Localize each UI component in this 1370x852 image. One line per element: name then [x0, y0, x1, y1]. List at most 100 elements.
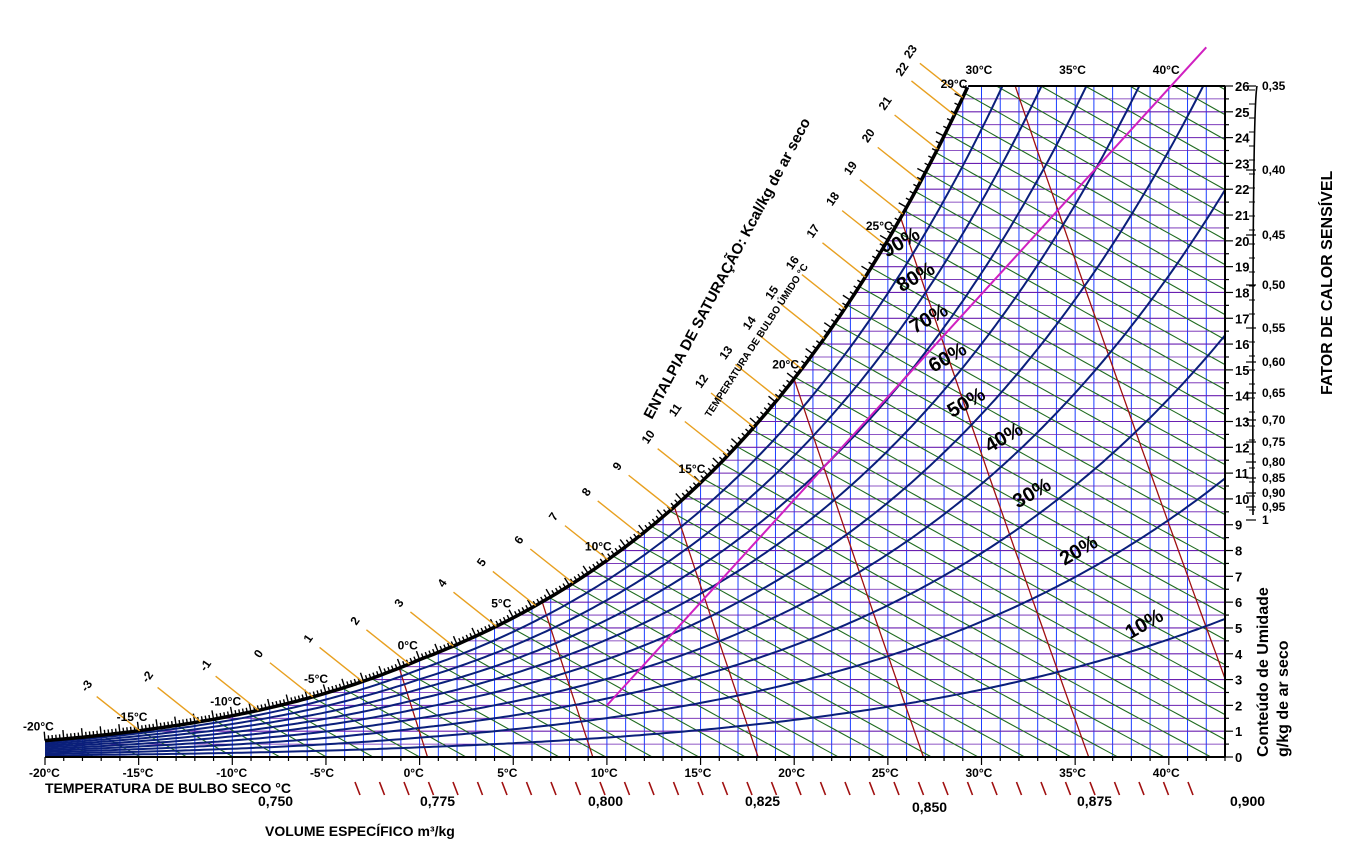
saturation-enthalpy-tick-label: 23 [901, 42, 920, 61]
specific-volume-tick-label: 0,900 [1230, 793, 1265, 809]
wet-bulb-tick-label: 29°C [941, 77, 968, 91]
saturation-hatch-tick [536, 598, 541, 604]
saturation-hatch-tick [540, 596, 544, 602]
saturation-hatch-tick [886, 230, 892, 235]
dry-bulb-top-tick-label: 30°C [966, 63, 993, 77]
saturation-hatch-tick [335, 684, 338, 690]
enthalpy-line [45, 86, 1225, 397]
humidity-tick-label: 25 [1235, 105, 1249, 120]
specific-volume-tick-label: 0,800 [588, 793, 623, 809]
saturation-hatch-tick [894, 217, 900, 222]
shf-axis-label: FATOR DE CALOR SENSÍVEL [1317, 170, 1336, 395]
saturation-hatch-tick [312, 691, 316, 697]
saturation-enthalpy-line [859, 179, 904, 215]
saturation-hatch-tick [458, 637, 462, 644]
saturation-enthalpy-line [657, 448, 701, 484]
humidity-tick-label: 24 [1235, 131, 1250, 146]
saturation-hatch-tick [294, 696, 297, 702]
saturation-hatch-tick [782, 384, 788, 389]
saturation-hatch-tick [741, 432, 746, 438]
saturation-enthalpy-line [215, 675, 259, 711]
saturation-hatch-tick [685, 489, 690, 494]
saturation-hatch-tick [718, 456, 724, 461]
saturation-enthalpy-line [597, 500, 642, 536]
saturation-hatch-tick [928, 155, 934, 159]
saturation-hatch-tick [439, 645, 443, 652]
saturation-hatch-tick [655, 515, 660, 521]
saturation-hatch-tick [219, 712, 222, 719]
saturation-hatch-tick [271, 701, 275, 708]
saturation-enthalpy-tick-label: 2 [347, 614, 362, 628]
rh-curve-50 [45, 86, 1217, 750]
saturation-enthalpy-line [564, 525, 609, 561]
saturation-hatch-tick [92, 730, 95, 737]
saturation-hatch-tick [711, 464, 717, 469]
saturation-enthalpy-tick-label: 13 [716, 343, 735, 362]
saturation-hatch-tick [730, 444, 735, 450]
saturation-enthalpy-line [734, 363, 779, 400]
enthalpy-line [45, 152, 1160, 757]
saturation-hatch-tick [582, 565, 589, 574]
saturation-hatch-tick [465, 634, 469, 640]
saturation-hatch-tick [111, 728, 114, 735]
saturation-hatch-tick [830, 319, 836, 323]
specific-volume-scale-mark [770, 781, 778, 796]
specific-volume-scale-mark [1015, 781, 1023, 796]
specific-volume-line [1014, 86, 1225, 757]
saturation-hatch-tick [155, 719, 159, 729]
specific-volume-scale-mark [795, 781, 802, 796]
specific-volume-line [221, 86, 429, 757]
saturation-hatch-tick [443, 644, 447, 650]
saturation-hatch-tick [868, 261, 874, 266]
saturation-hatch-tick [103, 729, 106, 735]
saturation-hatch-tick [849, 291, 855, 296]
saturation-hatch-tick [916, 176, 922, 181]
saturation-hatch-tick [320, 689, 323, 695]
saturation-hatch-tick [545, 588, 552, 598]
saturation-hatch-tick [834, 313, 840, 318]
saturation-hatch-tick [170, 721, 174, 727]
shf-tick-label: 0,35 [1262, 79, 1286, 93]
saturation-hatch-tick [551, 590, 556, 596]
saturation-hatch-tick [521, 607, 526, 613]
humidity-tick-label: 21 [1235, 208, 1249, 223]
saturation-hatch-tick [446, 642, 451, 648]
enthalpy-line [45, 86, 1225, 757]
saturation-hatch-tick [857, 279, 863, 284]
saturation-enthalpy-tick-label: 3 [391, 596, 406, 610]
saturation-hatch-tick [935, 131, 945, 137]
saturation-hatch-tick [331, 685, 335, 692]
shf-tick-label: 0,75 [1262, 435, 1286, 449]
specific-volume-tick-label: 0,825 [745, 793, 780, 809]
specific-volume-tick-label: 0,775 [420, 793, 455, 809]
rh-curve-30 [45, 334, 1225, 754]
dry-bulb-tick-label: 5°C [497, 766, 517, 780]
saturation-enthalpy-line [822, 242, 866, 278]
dry-bulb-tick-label: 20°C [778, 766, 805, 780]
specific-volume-scale-mark [452, 781, 459, 796]
saturation-hatch-tick [338, 683, 342, 689]
saturation-hatch-tick [327, 687, 331, 693]
saturation-hatch-tick [245, 707, 248, 713]
enthalpy-line [45, 257, 973, 757]
saturation-hatch-tick [487, 624, 492, 630]
saturation-hatch-tick [420, 653, 425, 659]
saturation-hatch-tick [595, 561, 600, 567]
saturation-enthalpy-tick-label: 11 [666, 401, 685, 420]
humidity-tick-label: 6 [1235, 595, 1242, 610]
saturation-hatch-tick [517, 609, 522, 615]
humidity-tick-label: 5 [1235, 621, 1242, 636]
specific-volume-scale-mark [1040, 781, 1047, 796]
saturation-hatch-tick [495, 620, 499, 626]
saturation-enthalpy-line [319, 646, 363, 683]
saturation-hatch-tick [555, 587, 559, 593]
saturation-enthalpy-line [96, 696, 141, 732]
saturation-hatch-tick [476, 629, 481, 635]
saturation-hatch-tick [432, 648, 436, 655]
specific-volume-scale-mark [672, 781, 680, 796]
specific-volume-scale-mark [893, 781, 900, 796]
specific-volume-tick-label: 0,850 [912, 799, 947, 815]
saturation-enthalpy-tick-label: 20 [859, 126, 878, 145]
